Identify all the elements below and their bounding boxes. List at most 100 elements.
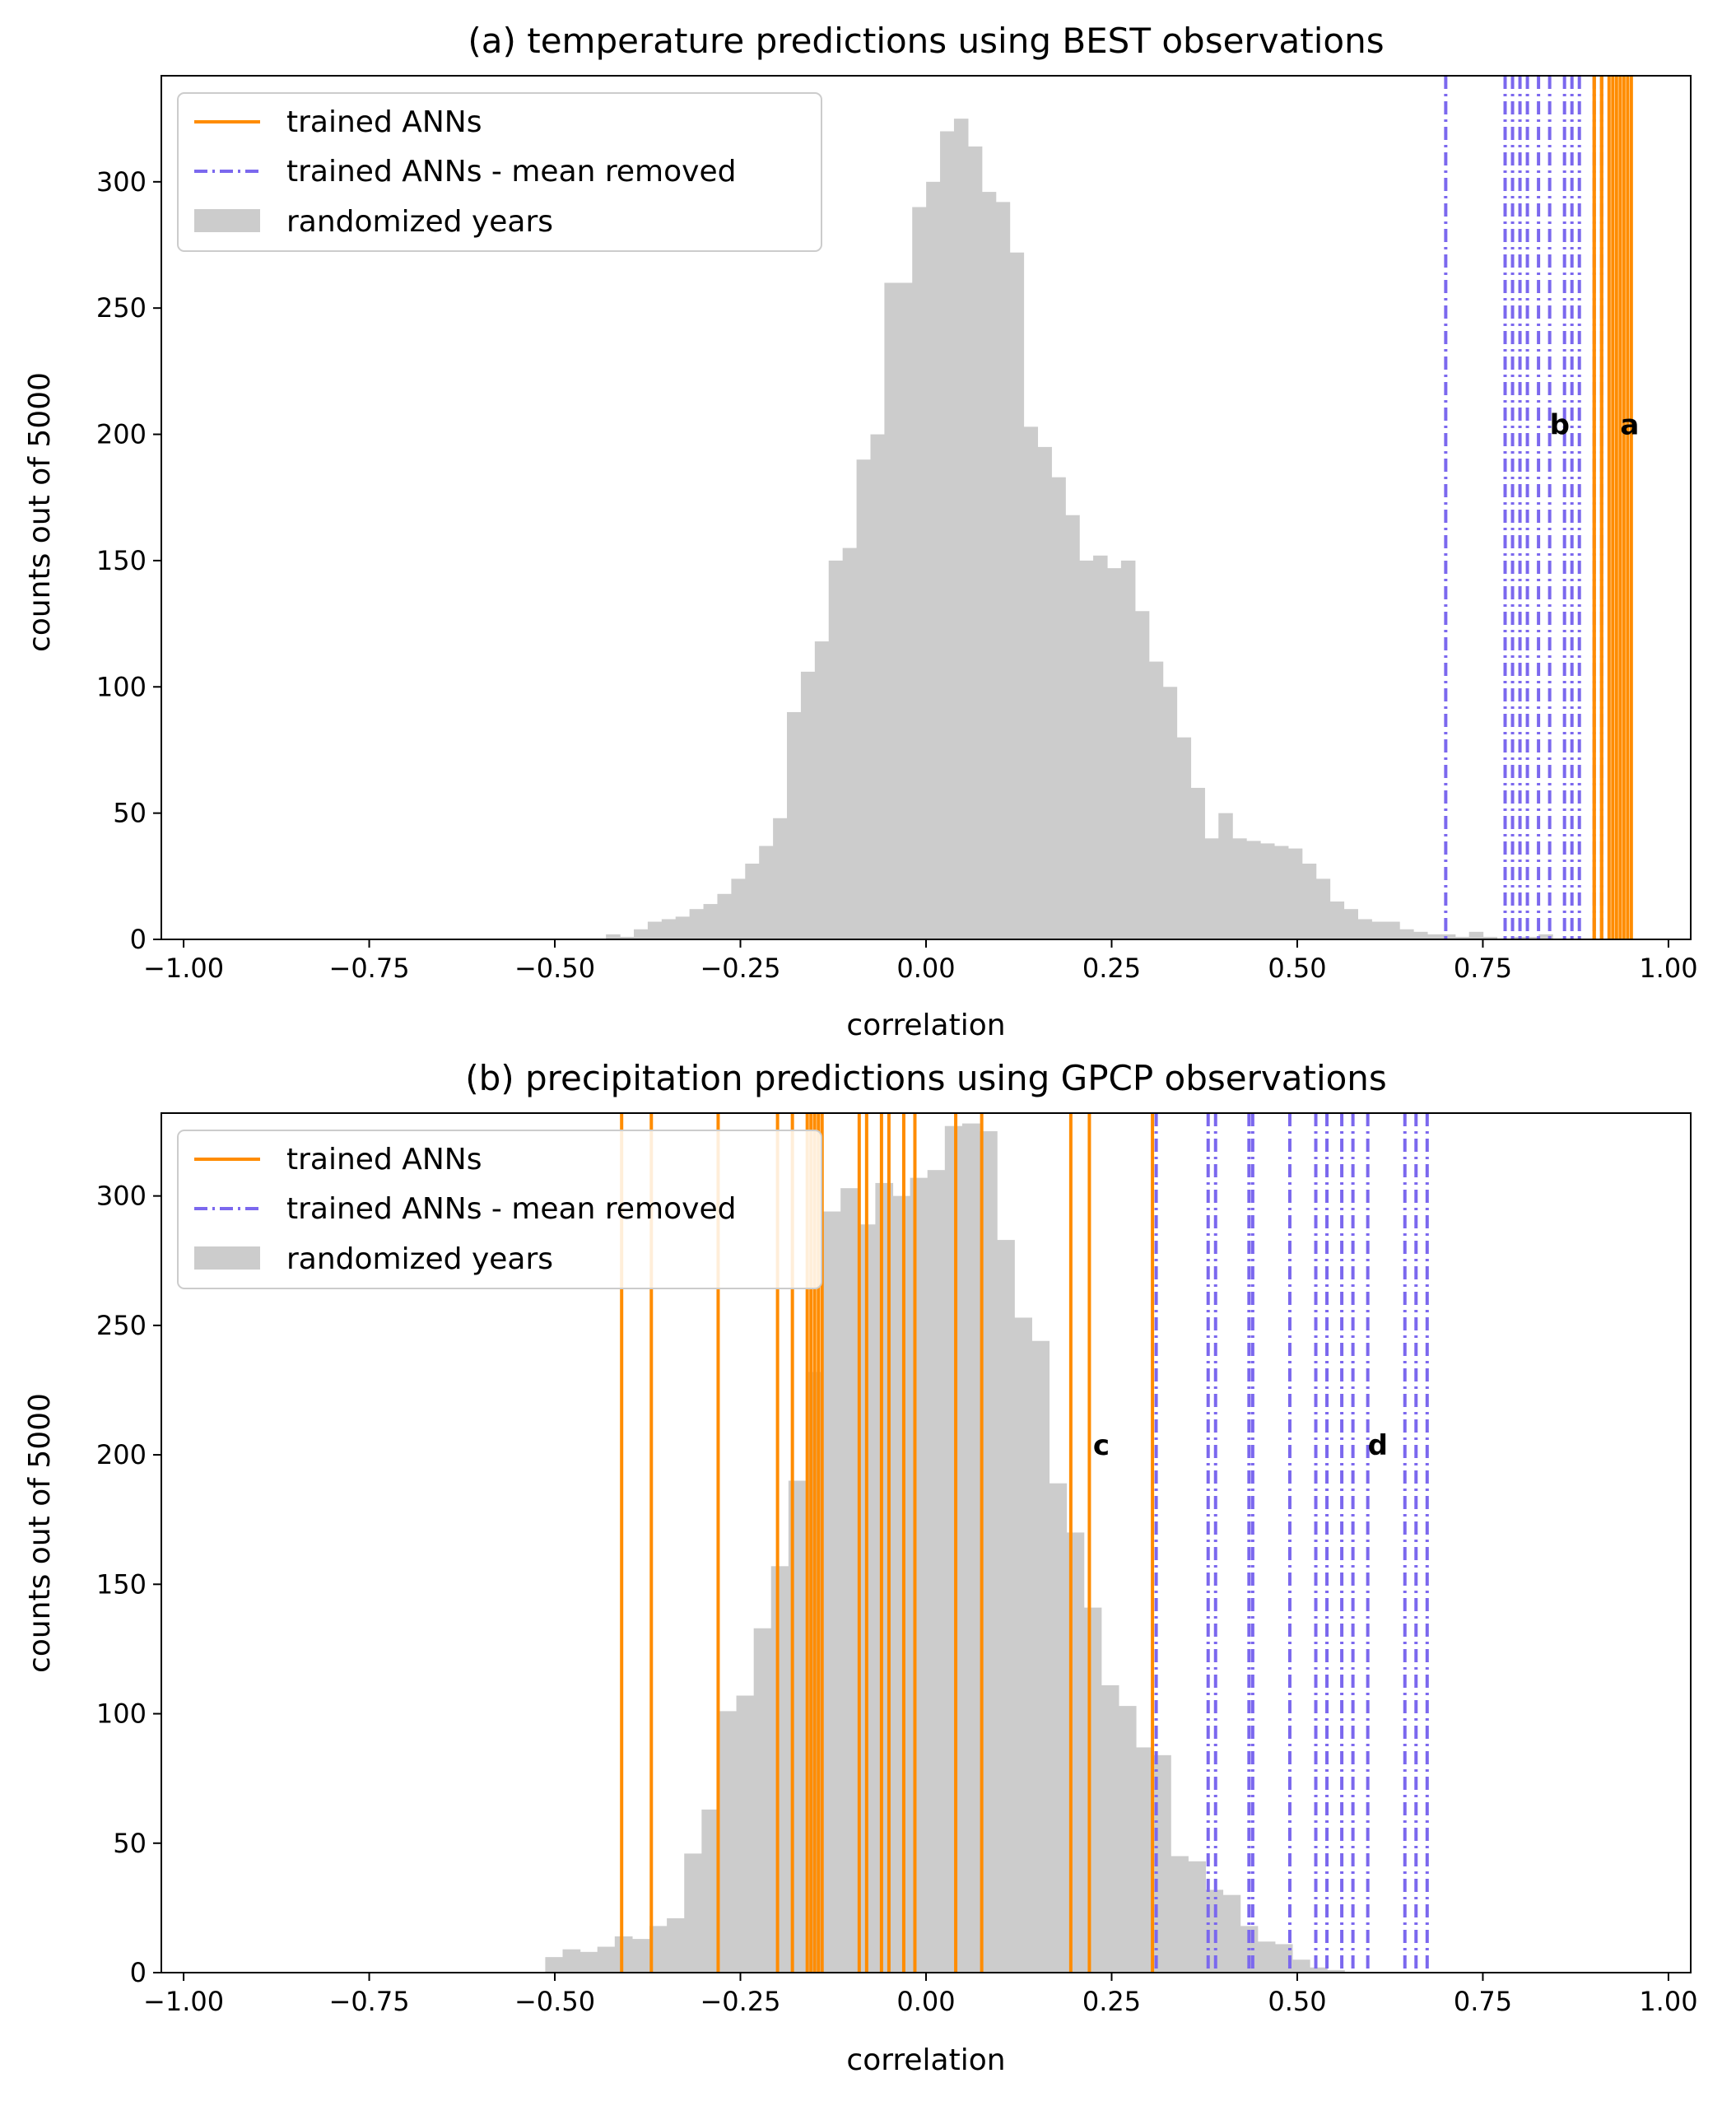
histogram-bar (1440, 934, 1456, 939)
annotation-b: b (1550, 409, 1570, 442)
panel-a-histogram (606, 119, 1553, 940)
x-tick-label: 1.00 (1639, 953, 1697, 984)
histogram-bar (1135, 1747, 1154, 1973)
histogram-bar (884, 282, 899, 939)
histogram-bar (606, 934, 621, 939)
y-tick-label: 150 (96, 545, 147, 576)
histogram-bar (1079, 560, 1094, 939)
histogram-bar (1188, 1861, 1207, 1973)
legend-frame (177, 92, 822, 252)
y-tick-label: 250 (96, 1310, 147, 1341)
histogram-bar (981, 192, 997, 940)
y-tick-label: 300 (96, 1181, 147, 1212)
histogram-bar (1357, 919, 1372, 939)
histogram-bar (1315, 878, 1331, 939)
y-tick-label: 150 (96, 1568, 147, 1600)
histogram-bar (745, 863, 760, 939)
histogram-bar (1246, 841, 1261, 939)
histogram-bar (753, 1628, 772, 1973)
x-tick-label: −0.75 (329, 953, 410, 984)
legend-trained-label: trained ANNs (286, 1143, 482, 1176)
histogram-bar (1204, 838, 1219, 939)
histogram-bar (1273, 846, 1289, 939)
histogram-bar (1049, 1483, 1068, 1973)
x-tick-label: 0.50 (1268, 953, 1326, 984)
histogram-bar (927, 1170, 946, 1973)
histogram-bar (1538, 934, 1553, 939)
histogram-bar (1023, 426, 1039, 939)
histogram-bar (1118, 1706, 1137, 1973)
histogram-bar (997, 1240, 1015, 1973)
x-tick-label: 0.75 (1454, 953, 1512, 984)
histogram-bar (1171, 1856, 1189, 1973)
histogram-bar (898, 282, 913, 939)
x-tick-label: −0.25 (700, 953, 780, 984)
histogram-bar (703, 904, 719, 939)
y-tick-label: 250 (96, 292, 147, 324)
histogram-bar (1093, 555, 1108, 939)
histogram-bar (1468, 931, 1484, 939)
histogram-bar (1031, 1340, 1050, 1973)
histogram-bar (545, 1957, 564, 1973)
histogram-bar (1327, 1969, 1345, 1973)
histogram-bar (1310, 1967, 1328, 1973)
panel-b-x-ticks: −1.00 −0.75 −0.50 −0.25 0.00 0.25 0.50 0.75 1.00 (143, 1973, 1698, 2017)
panel-a-ylabel: counts out of 5000 (23, 372, 57, 652)
x-tick-label: −0.50 (514, 953, 595, 984)
panel-b-y-ticks: 0 50 100 150 200 250 300 (96, 1181, 161, 1988)
histogram-bar (1009, 252, 1025, 940)
histogram-bar (787, 711, 802, 939)
histogram-bar (1037, 446, 1052, 939)
histogram-bar (1482, 936, 1498, 939)
x-tick-label: 0.00 (896, 1986, 955, 2017)
annotation-c: c (1093, 1429, 1110, 1462)
histogram-bar (842, 547, 858, 939)
x-tick-label: −0.25 (700, 1986, 780, 2017)
histogram-bar (1083, 1607, 1102, 1973)
histogram-bar (736, 1695, 755, 1973)
histogram-bar (1218, 813, 1233, 939)
histogram-bar (1257, 1941, 1276, 1973)
histogram-bar (759, 846, 774, 939)
y-tick-label: 200 (96, 419, 147, 450)
x-tick-label: 0.25 (1082, 1986, 1141, 2017)
panel-b-mean-removed-lines (1154, 1113, 1429, 1973)
histogram-bar (1510, 936, 1525, 939)
histogram-bar (1385, 921, 1400, 939)
panel-a-x-ticks: −1.00 −0.75 −0.50 −0.25 0.00 0.25 0.50 0.75 1.00 (143, 939, 1698, 984)
histogram-bar (1065, 515, 1080, 939)
panel-b-xlabel: correlation (846, 2043, 1005, 2077)
x-tick-label: 0.50 (1268, 1986, 1326, 2017)
histogram-bar (562, 1949, 581, 1973)
histogram-bar (1162, 687, 1178, 939)
legend-randomized-label: randomized years (286, 205, 553, 239)
histogram-bar (940, 131, 955, 940)
histogram-bar (773, 818, 788, 939)
histogram-bar (995, 202, 1011, 940)
x-tick-label: 0.25 (1082, 953, 1141, 984)
x-tick-label: −0.50 (514, 1986, 595, 2017)
x-tick-label: −0.75 (329, 1986, 410, 2017)
histogram-bar (667, 1917, 685, 1973)
histogram-bar (1148, 661, 1164, 939)
histogram-bar (614, 1936, 633, 1973)
legend-randomized-swatch (194, 209, 260, 232)
y-tick-label: 300 (96, 166, 147, 198)
annotation-a: a (1620, 409, 1639, 442)
histogram-bar (1301, 863, 1317, 939)
histogram-bar (701, 1809, 720, 1973)
histogram-bar (1176, 737, 1192, 939)
histogram-bar (910, 1177, 929, 1973)
histogram-bar (1399, 929, 1414, 939)
histogram-bar (1222, 1894, 1241, 1973)
histogram-bar (1287, 848, 1303, 939)
legend-trained-label: trained ANNs (286, 105, 482, 139)
y-tick-label: 100 (96, 1698, 147, 1730)
histogram-bar (649, 1926, 668, 1973)
histogram-bar (1292, 1959, 1310, 1973)
histogram-bar (800, 671, 816, 939)
histogram-bar (1232, 838, 1247, 939)
